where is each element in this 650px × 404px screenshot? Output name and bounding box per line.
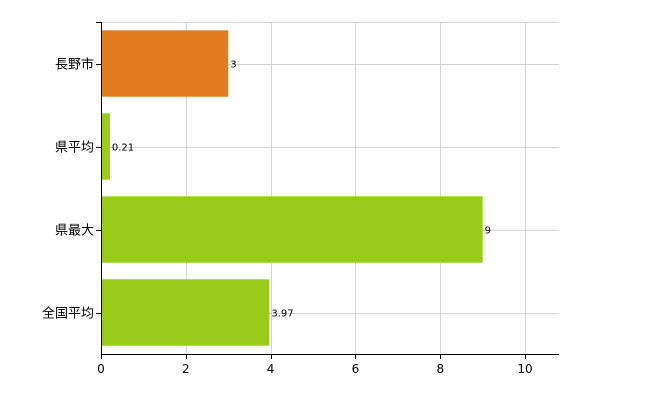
axes xyxy=(96,22,559,359)
bars xyxy=(101,30,483,346)
x-tick-label-2: 4 xyxy=(267,362,275,376)
data-label-1: 0.21 xyxy=(112,143,134,154)
data-label-3: 3.97 xyxy=(271,309,293,320)
x-tick-label-3: 6 xyxy=(352,362,360,376)
category-label-1: 県平均 xyxy=(55,141,94,156)
bar-3 xyxy=(101,279,270,346)
category-label-3: 全国平均 xyxy=(42,306,94,322)
x-tick-label-4: 8 xyxy=(436,362,444,376)
x-tick-label-5: 10 xyxy=(517,362,532,376)
category-label-2: 県最大 xyxy=(55,224,94,239)
bar-2 xyxy=(101,196,483,263)
x-tick-label-1: 2 xyxy=(182,362,190,376)
data-label-2: 9 xyxy=(485,226,491,237)
labels: 3 長野市 0.21 県平均 9 県最大 3.97 全国平均 0 2 4 6 8 10 xyxy=(42,57,533,377)
data-label-0: 3 xyxy=(230,60,236,71)
bar-0 xyxy=(101,30,229,97)
x-tick-label-0: 0 xyxy=(97,362,105,376)
category-label-0: 長野市 xyxy=(55,57,94,73)
bar-1 xyxy=(101,113,110,180)
